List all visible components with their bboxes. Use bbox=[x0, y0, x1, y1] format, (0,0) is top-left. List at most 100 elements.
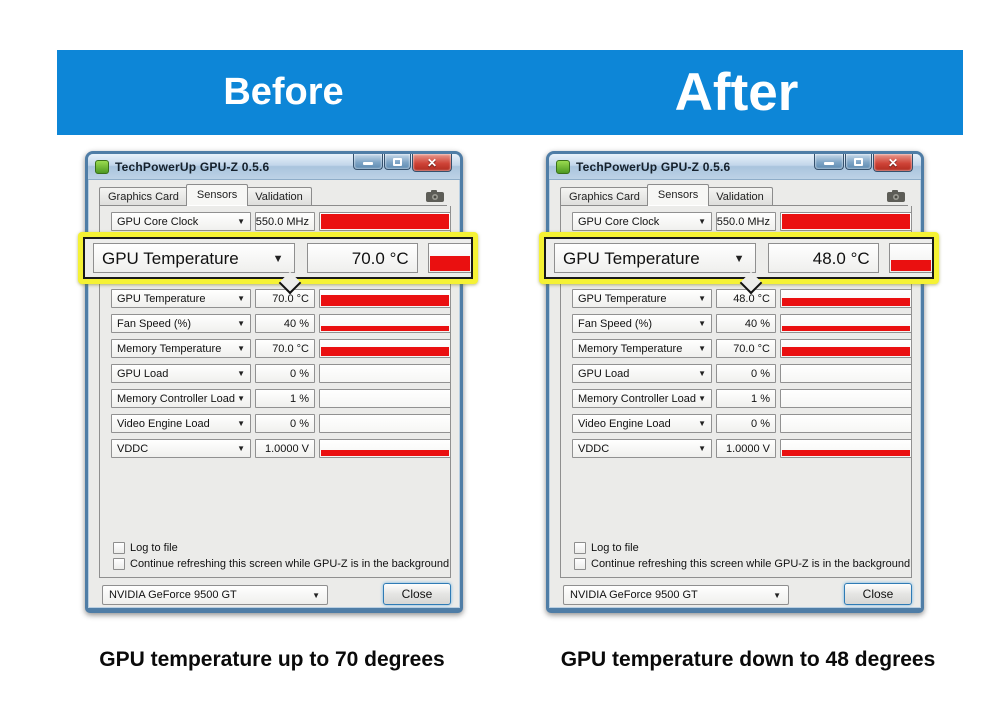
tab-sensors[interactable]: Sensors bbox=[646, 184, 710, 206]
callout-sensor-select[interactable]: GPU Temperature ▼ bbox=[554, 243, 756, 273]
sensor-graph bbox=[319, 439, 451, 458]
continue-refresh-checkbox[interactable] bbox=[113, 558, 125, 570]
before-label: Before bbox=[223, 71, 344, 113]
tab-validation[interactable]: Validation bbox=[246, 187, 312, 206]
minimize-button[interactable] bbox=[353, 154, 383, 170]
callout-graph bbox=[888, 243, 932, 273]
sensor-select[interactable]: VDDC ▼ bbox=[572, 439, 712, 458]
tab-validation[interactable]: Validation bbox=[707, 187, 773, 206]
sensor-value: 70.0 °C bbox=[716, 339, 776, 358]
chevron-down-icon: ▼ bbox=[698, 344, 706, 353]
sensor-graph bbox=[780, 212, 912, 231]
chevron-down-icon: ▼ bbox=[733, 253, 745, 265]
sensor-select[interactable]: GPU Core Clock ▼ bbox=[111, 212, 251, 231]
sensor-value: 550.0 MHz bbox=[716, 212, 776, 231]
close-button[interactable]: Close bbox=[844, 583, 912, 605]
close-window-button[interactable]: ✕ bbox=[873, 154, 913, 172]
sensor-reading: 1 % bbox=[290, 393, 309, 405]
sensor-label: Memory Controller Load bbox=[578, 393, 696, 405]
sensor-label: Memory Temperature bbox=[578, 343, 683, 355]
callout-sensor-select[interactable]: GPU Temperature ▼ bbox=[93, 243, 295, 273]
app-icon bbox=[556, 159, 570, 174]
tabstrip-divider bbox=[560, 205, 908, 206]
chevron-down-icon: ▼ bbox=[698, 294, 706, 303]
graph-fill bbox=[782, 326, 910, 331]
caption-before: GPU temperature up to 70 degrees bbox=[99, 648, 445, 671]
tab-graphics-card[interactable]: Graphics Card bbox=[560, 187, 649, 206]
sensor-select[interactable]: VDDC ▼ bbox=[111, 439, 251, 458]
sensor-label: GPU Temperature bbox=[117, 293, 206, 305]
continue-refresh-option: Continue refreshing this screen while GP… bbox=[574, 558, 910, 570]
sensor-select[interactable]: GPU Load ▼ bbox=[572, 364, 712, 383]
camera-icon[interactable] bbox=[426, 189, 444, 202]
sensor-value: 1.0000 V bbox=[255, 439, 315, 458]
graph-fill bbox=[782, 450, 910, 456]
sensor-select[interactable]: Memory Temperature ▼ bbox=[111, 339, 251, 358]
sensor-label: Video Engine Load bbox=[117, 418, 210, 430]
sensor-select[interactable]: Fan Speed (%) ▼ bbox=[111, 314, 251, 333]
tab-graphics-card[interactable]: Graphics Card bbox=[99, 187, 188, 206]
continue-refresh-checkbox[interactable] bbox=[574, 558, 586, 570]
chevron-down-icon: ▼ bbox=[272, 253, 284, 265]
sensor-graph bbox=[319, 414, 451, 433]
window-controls: ✕ bbox=[353, 154, 452, 172]
close-button[interactable]: Close bbox=[383, 583, 451, 605]
log-to-file-checkbox[interactable] bbox=[113, 542, 125, 554]
close-icon: ✕ bbox=[426, 155, 438, 170]
log-to-file-option: Log to file bbox=[574, 542, 639, 554]
tab-sensors[interactable]: Sensors bbox=[185, 184, 249, 206]
device-select[interactable]: NVIDIA GeForce 9500 GT ▼ bbox=[563, 585, 789, 605]
sensor-graph bbox=[319, 289, 451, 308]
after-label: After bbox=[674, 63, 799, 122]
sensor-select[interactable]: Memory Temperature ▼ bbox=[572, 339, 712, 358]
sensor-select[interactable]: Memory Controller Load ▼ bbox=[111, 389, 251, 408]
sensor-value: 1 % bbox=[255, 389, 315, 408]
window-controls: ✕ bbox=[814, 154, 913, 172]
graph-fill bbox=[782, 297, 910, 306]
chevron-down-icon: ▼ bbox=[773, 591, 781, 600]
graph-fill bbox=[321, 214, 449, 229]
camera-icon[interactable] bbox=[887, 189, 905, 202]
sensor-label: GPU Load bbox=[578, 368, 630, 380]
close-window-button[interactable]: ✕ bbox=[412, 154, 452, 172]
device-name: NVIDIA GeForce 9500 GT bbox=[570, 589, 698, 601]
sensor-reading: 48.0 °C bbox=[733, 293, 770, 305]
maximize-button[interactable] bbox=[845, 154, 872, 170]
graph-fill bbox=[321, 450, 449, 456]
comparison-banner: Before After bbox=[57, 50, 963, 135]
log-to-file-checkbox[interactable] bbox=[574, 542, 586, 554]
sensor-select[interactable]: GPU Load ▼ bbox=[111, 364, 251, 383]
window-title: TechPowerUp GPU-Z 0.5.6 bbox=[115, 159, 270, 174]
graph-fill bbox=[782, 346, 910, 356]
maximize-button[interactable] bbox=[384, 154, 411, 170]
device-select[interactable]: NVIDIA GeForce 9500 GT ▼ bbox=[102, 585, 328, 605]
sensor-value: 48.0 °C bbox=[716, 289, 776, 308]
minimize-button[interactable] bbox=[814, 154, 844, 170]
sensor-graph bbox=[319, 314, 451, 333]
sensor-reading: 1.0000 V bbox=[264, 443, 309, 455]
sensor-select[interactable]: Video Engine Load ▼ bbox=[111, 414, 251, 433]
sensor-reading: 0 % bbox=[290, 418, 309, 430]
sensor-select[interactable]: GPU Temperature ▼ bbox=[572, 289, 712, 308]
sensor-select[interactable]: GPU Temperature ▼ bbox=[111, 289, 251, 308]
callout-reading: 48.0 °C bbox=[812, 249, 870, 268]
sensor-select[interactable]: Fan Speed (%) ▼ bbox=[572, 314, 712, 333]
callout-value: 48.0 °C bbox=[767, 243, 879, 273]
sensor-reading: 1 % bbox=[751, 393, 770, 405]
callout-reading: 70.0 °C bbox=[351, 249, 409, 268]
sensor-select[interactable]: Memory Controller Load ▼ bbox=[572, 389, 712, 408]
sensor-label: Video Engine Load bbox=[578, 418, 671, 430]
sensor-select[interactable]: Video Engine Load ▼ bbox=[572, 414, 712, 433]
maximize-icon bbox=[393, 157, 402, 166]
chevron-down-icon: ▼ bbox=[237, 319, 245, 328]
sensor-value: 1 % bbox=[716, 389, 776, 408]
sensor-graph bbox=[319, 389, 451, 408]
graph-fill bbox=[321, 295, 449, 306]
checkbox-label: Log to file bbox=[130, 542, 178, 554]
sensor-select[interactable]: GPU Core Clock ▼ bbox=[572, 212, 712, 231]
sensor-graph bbox=[780, 289, 912, 308]
sensor-label: GPU Load bbox=[117, 368, 169, 380]
sensor-label: GPU Core Clock bbox=[117, 216, 199, 228]
sensor-label: GPU Temperature bbox=[578, 293, 667, 305]
callout-body: GPU Temperature ▼ 48.0 °C bbox=[544, 237, 934, 279]
